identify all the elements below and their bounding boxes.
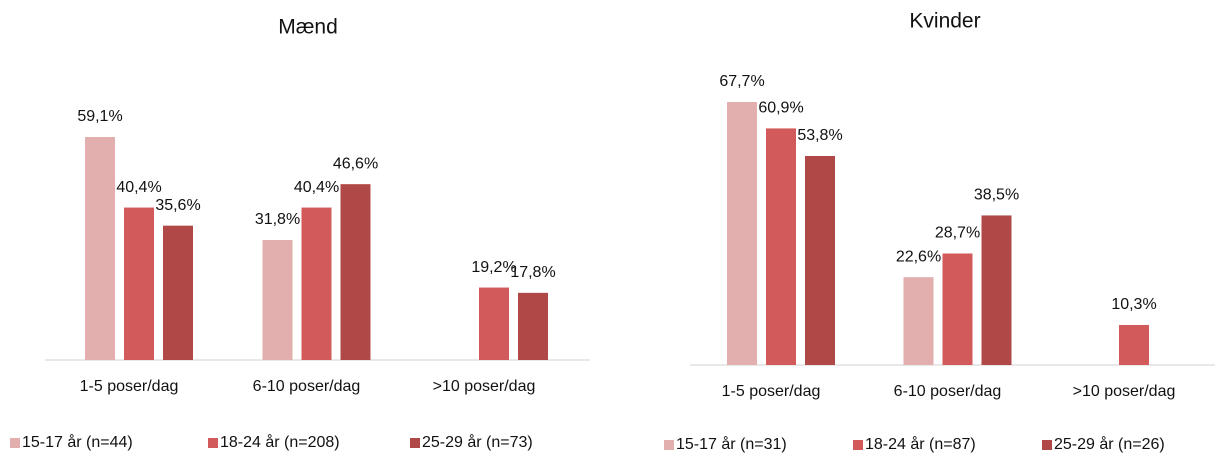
bar: [981, 215, 1012, 365]
data-label: 67,7%: [719, 73, 764, 90]
x-tick-label: 6-10 poser/dag: [253, 378, 361, 395]
data-label: 40,4%: [294, 179, 339, 196]
bar: [262, 240, 293, 360]
bar: [766, 128, 796, 365]
bar: [805, 155, 835, 365]
data-label: 38,5%: [974, 187, 1019, 204]
x-tick-label: 6-10 poser/dag: [894, 383, 1002, 400]
legend-label: 15-17 år (n=31): [676, 435, 787, 453]
bar: [903, 277, 934, 365]
data-label: 19,2%: [471, 259, 516, 276]
bar: [518, 292, 548, 360]
chart-title: Mænd: [278, 16, 338, 39]
x-tick-label: >10 poser/dag: [433, 378, 536, 395]
x-tick-label: 1-5 poser/dag: [722, 383, 821, 400]
bar: [727, 102, 757, 365]
data-label: 60,9%: [758, 100, 803, 117]
data-label: 22,6%: [896, 248, 941, 265]
legend-swatch: [208, 438, 218, 448]
legend-label: 25-29 år (n=26): [1054, 435, 1165, 453]
legend-label: 18-24 år (n=208): [220, 433, 340, 451]
legend-label: 18-24 år (n=87): [865, 435, 976, 453]
legend-swatch: [10, 438, 20, 448]
bar: [1119, 324, 1149, 365]
data-label: 35,6%: [155, 197, 200, 214]
data-label: 53,8%: [797, 127, 842, 144]
bar: [124, 207, 154, 360]
legend-swatch: [853, 440, 863, 450]
data-label: 31,8%: [255, 211, 300, 228]
legend-label: 15-17 år (n=44): [22, 433, 133, 451]
legend-swatch: [664, 440, 674, 450]
bar: [479, 287, 509, 360]
chart-title: Kvinder: [909, 10, 980, 33]
data-label: 10,3%: [1111, 296, 1156, 313]
legend-label: 25-29 år (n=73): [422, 433, 533, 451]
x-tick-label: >10 poser/dag: [1073, 383, 1176, 400]
legend-swatch: [410, 438, 420, 448]
x-tick-label: 1-5 poser/dag: [80, 378, 179, 395]
legend-swatch: [1042, 440, 1052, 450]
bar: [163, 225, 193, 360]
bar: [340, 184, 371, 360]
data-label: 28,7%: [935, 225, 980, 242]
data-label: 17,8%: [510, 264, 555, 281]
bar: [85, 137, 115, 360]
data-label: 40,4%: [116, 179, 161, 196]
data-label: 46,6%: [333, 155, 378, 172]
data-label: 59,1%: [77, 108, 122, 125]
bar: [301, 207, 332, 360]
bar: [942, 253, 973, 365]
